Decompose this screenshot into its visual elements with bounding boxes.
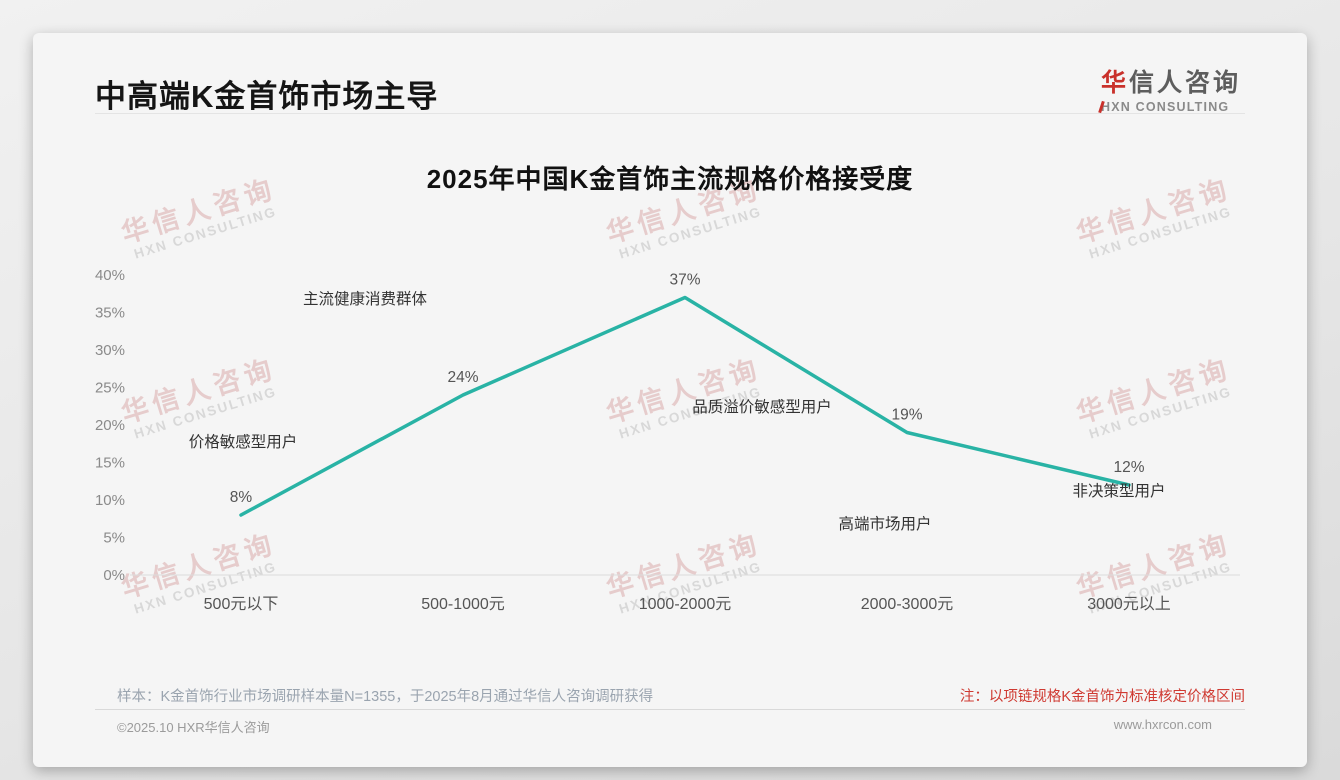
chart-title: 2025年中国K金首饰主流规格价格接受度	[426, 164, 914, 194]
watermark-en-text: HXN CONSULTING	[1087, 203, 1234, 262]
watermark-en-text: HXN CONSULTING	[1087, 383, 1234, 442]
logo-cn-first-char: 华	[1100, 69, 1129, 97]
header-divider	[95, 113, 1245, 114]
watermark-cn-text: 华信人咨询	[602, 528, 765, 604]
price-basis-note: 注：以项链规格K金首饰为标准核定价格区间	[959, 689, 1245, 705]
watermark-en-text: HXN CONSULTING	[617, 203, 764, 262]
watermark-cn-text: 华信人咨询	[117, 528, 280, 604]
watermark-en-text: HXN CONSULTING	[132, 558, 279, 617]
brand-watermark: 华信人咨询 HXN CONSULTING	[116, 522, 284, 619]
page-title: 中高端K金首饰市场主导	[95, 79, 439, 114]
brand-watermark: 华信人咨询 HXN CONSULTING	[601, 522, 769, 619]
logo-cn-rest: 信人咨询	[1128, 69, 1241, 97]
brand-watermark: 华信人咨询 HXN CONSULTING	[601, 347, 769, 444]
footer-divider	[95, 709, 1245, 710]
sample-note: 样本：K金首饰行业市场调研样本量N=1355，于2025年8月通过华信人咨询调研…	[117, 689, 654, 705]
brand-watermark: 华信人咨询 HXN CONSULTING	[1071, 522, 1239, 619]
watermark-en-text: HXN CONSULTING	[617, 558, 764, 617]
footer-copyright: ©2025.10 HXR华信人咨询	[117, 720, 270, 735]
brand-watermark: 华信人咨询 HXN CONSULTING	[116, 347, 284, 444]
logo-en-label: HXN CONSULTING	[1100, 100, 1230, 114]
watermark-cn-text: 华信人咨询	[1072, 353, 1235, 429]
watermark-en-text: HXN CONSULTING	[132, 383, 279, 442]
watermark-en-text: HXN CONSULTING	[132, 203, 279, 262]
brand-watermark: 华信人咨询 HXN CONSULTING	[1071, 347, 1239, 444]
watermark-cn-text: 华信人咨询	[1072, 528, 1235, 604]
footer-website: www.hxrcon.com	[1113, 717, 1212, 732]
watermark-en-text: HXN CONSULTING	[1087, 558, 1234, 617]
report-card: 华信人咨询 HXN CONSULTING 华信人咨询 HXN CONSULTING 华信…	[33, 33, 1307, 767]
watermark-en-text: HXN CONSULTING	[617, 383, 764, 442]
company-logo: 华信人咨询 HXN CONSULTING	[1098, 63, 1241, 114]
logo-text-cn: 华信人咨询	[1101, 63, 1241, 99]
logo-text-en: HXN CONSULTING	[1098, 100, 1241, 114]
watermark-cn-text: 华信人咨询	[117, 353, 280, 429]
watermark-cn-text: 华信人咨询	[602, 353, 765, 429]
